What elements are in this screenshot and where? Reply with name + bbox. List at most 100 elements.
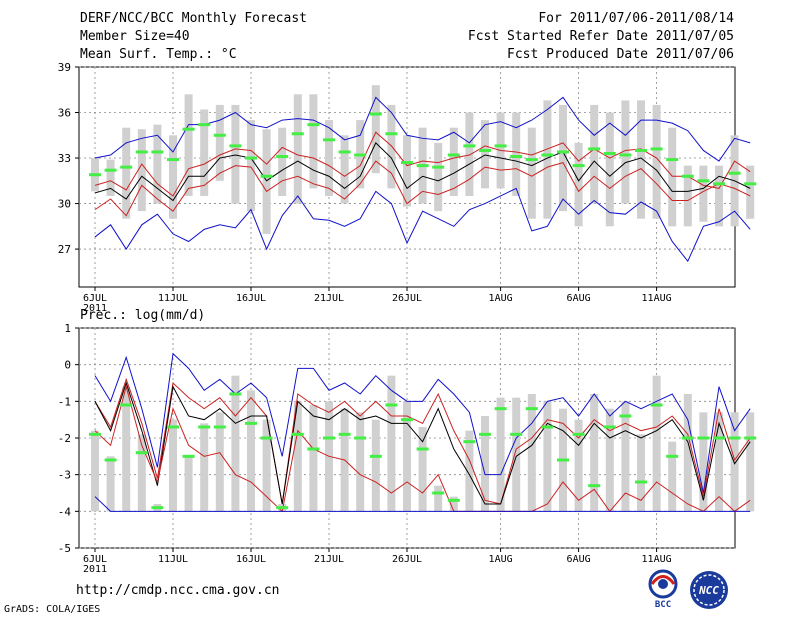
prec-range-bar — [434, 485, 443, 512]
temp-obs-marker — [385, 132, 398, 136]
temp-range-bar — [449, 127, 458, 196]
prec-range-bar — [309, 405, 318, 512]
prec-obs-marker — [245, 421, 257, 425]
prec-y-tick-label: -1 — [58, 395, 71, 408]
temp-range-bar — [746, 165, 755, 219]
temp-x-tick-label: 1AUG — [489, 293, 513, 304]
prec-obs-marker — [291, 432, 304, 436]
bcc-logo-icon: BCC — [648, 569, 678, 610]
prec-obs-marker — [744, 436, 757, 440]
forecast-period: For 2011/07/06-2011/08/14 — [538, 11, 734, 26]
temp-obs-marker — [276, 155, 289, 159]
temp-obs-marker — [369, 112, 382, 116]
prec-range-bar — [621, 401, 630, 512]
prec-obs-marker — [494, 407, 507, 411]
temp-y-tick-label: 33 — [58, 152, 71, 165]
prec-range-bar — [247, 390, 255, 512]
prec-range-bar — [543, 401, 552, 512]
prec-range-bar — [231, 375, 240, 512]
temp-obs-marker — [541, 153, 554, 157]
prec-range-bar — [496, 397, 505, 512]
prec-obs-marker — [135, 451, 148, 455]
prec-panel-label: Prec.: log(mm/d) — [80, 308, 206, 323]
fcst-produced-date: Fcst Produced Date 2011/07/06 — [507, 47, 734, 62]
prec-y-tick-label: -4 — [58, 505, 72, 518]
prec-obs-marker — [681, 436, 694, 440]
prec-range-bar — [637, 434, 645, 512]
prec-range-bar — [449, 496, 458, 512]
temp-range-bar — [309, 94, 318, 189]
prec-y-tick-label: -3 — [58, 469, 71, 482]
prec-range-bar — [527, 394, 536, 512]
temp-obs-marker — [245, 156, 257, 160]
prec-range-bar — [356, 412, 365, 512]
temp-range-bar — [169, 135, 177, 219]
prec-x-tick-label: 21JUL — [314, 554, 344, 565]
temp-range-bar — [122, 127, 131, 219]
prec-obs-marker — [635, 480, 647, 484]
temp-obs-marker — [151, 150, 164, 154]
prec-obs-marker — [666, 454, 679, 458]
temp-x-tick-label: 11JUL — [158, 293, 188, 304]
prec-obs-marker — [525, 407, 538, 411]
prec-range-bar — [293, 401, 302, 512]
temp-obs-marker — [557, 150, 569, 154]
prec-obs-marker — [385, 403, 398, 407]
prec-range-bar — [137, 434, 146, 512]
prec-mean-minus-std-line — [94, 384, 751, 513]
prec-obs-marker — [603, 425, 616, 429]
temp-obs-marker — [167, 158, 179, 162]
temp-range-bar — [371, 85, 380, 174]
ncc-logo-icon: NCC — [690, 571, 728, 609]
temp-range-bar — [153, 124, 162, 204]
temp-obs-marker — [213, 133, 226, 137]
temp-y-tick-label: 36 — [58, 107, 71, 120]
prec-y-tick-label: -5 — [58, 542, 71, 555]
prec-x-tick-label: 6AUG — [567, 554, 591, 565]
prec-range-bar — [746, 412, 755, 512]
temp-mean-plus-std-line — [94, 131, 751, 197]
temp-range-bar — [247, 120, 255, 212]
prec-obs-marker — [104, 458, 117, 462]
temp-range-bar — [200, 109, 209, 196]
temp-obs-marker — [323, 138, 335, 142]
website-url[interactable]: http://cmdp.ncc.cma.gov.cn — [76, 583, 280, 598]
temp-x-tick-label: 6JUL — [83, 293, 107, 304]
prec-x-tick-label: 16JUL — [236, 554, 266, 565]
temp-range-bar — [293, 94, 302, 204]
prec-obs-marker — [182, 454, 195, 458]
prec-min-line — [94, 496, 751, 512]
temp-obs-marker — [494, 144, 507, 148]
prec-y-tick-label: -2 — [58, 432, 71, 445]
prec-y-tick-label: 1 — [64, 322, 71, 335]
prec-obs-marker — [479, 432, 491, 436]
prec-range-bar — [465, 430, 474, 512]
temp-obs-marker — [603, 151, 616, 155]
temp-range-bar — [184, 94, 193, 196]
temp-obs-marker — [572, 164, 585, 168]
temp-x-year-label: 2011 — [83, 303, 107, 314]
temp-obs-marker — [666, 158, 679, 162]
prec-range-bar — [371, 419, 380, 512]
temp-range-bar — [527, 127, 536, 219]
temp-obs-marker — [198, 123, 211, 127]
prec-range-bar — [200, 423, 209, 512]
temp-range-bar — [465, 112, 474, 196]
prec-range-bar — [699, 412, 708, 512]
temp-range-bar — [621, 100, 630, 204]
grads-credit: GrADS: COLA/IGES — [4, 604, 101, 615]
temp-x-tick-label: 21JUL — [314, 293, 344, 304]
prec-obs-marker — [307, 447, 320, 451]
prec-obs-marker — [120, 403, 133, 407]
temp-range-bar — [683, 165, 692, 227]
prec-obs-marker — [541, 425, 554, 429]
prec-obs-marker — [354, 436, 367, 440]
prec-range-bar — [262, 419, 271, 512]
prec-obs-marker — [588, 484, 601, 488]
temp-obs-marker — [525, 158, 538, 162]
temp-range-bar — [481, 120, 489, 189]
prec-range-bar — [652, 375, 661, 512]
temp-obs-marker — [401, 161, 413, 165]
temp-y-tick-label: 30 — [58, 198, 71, 211]
